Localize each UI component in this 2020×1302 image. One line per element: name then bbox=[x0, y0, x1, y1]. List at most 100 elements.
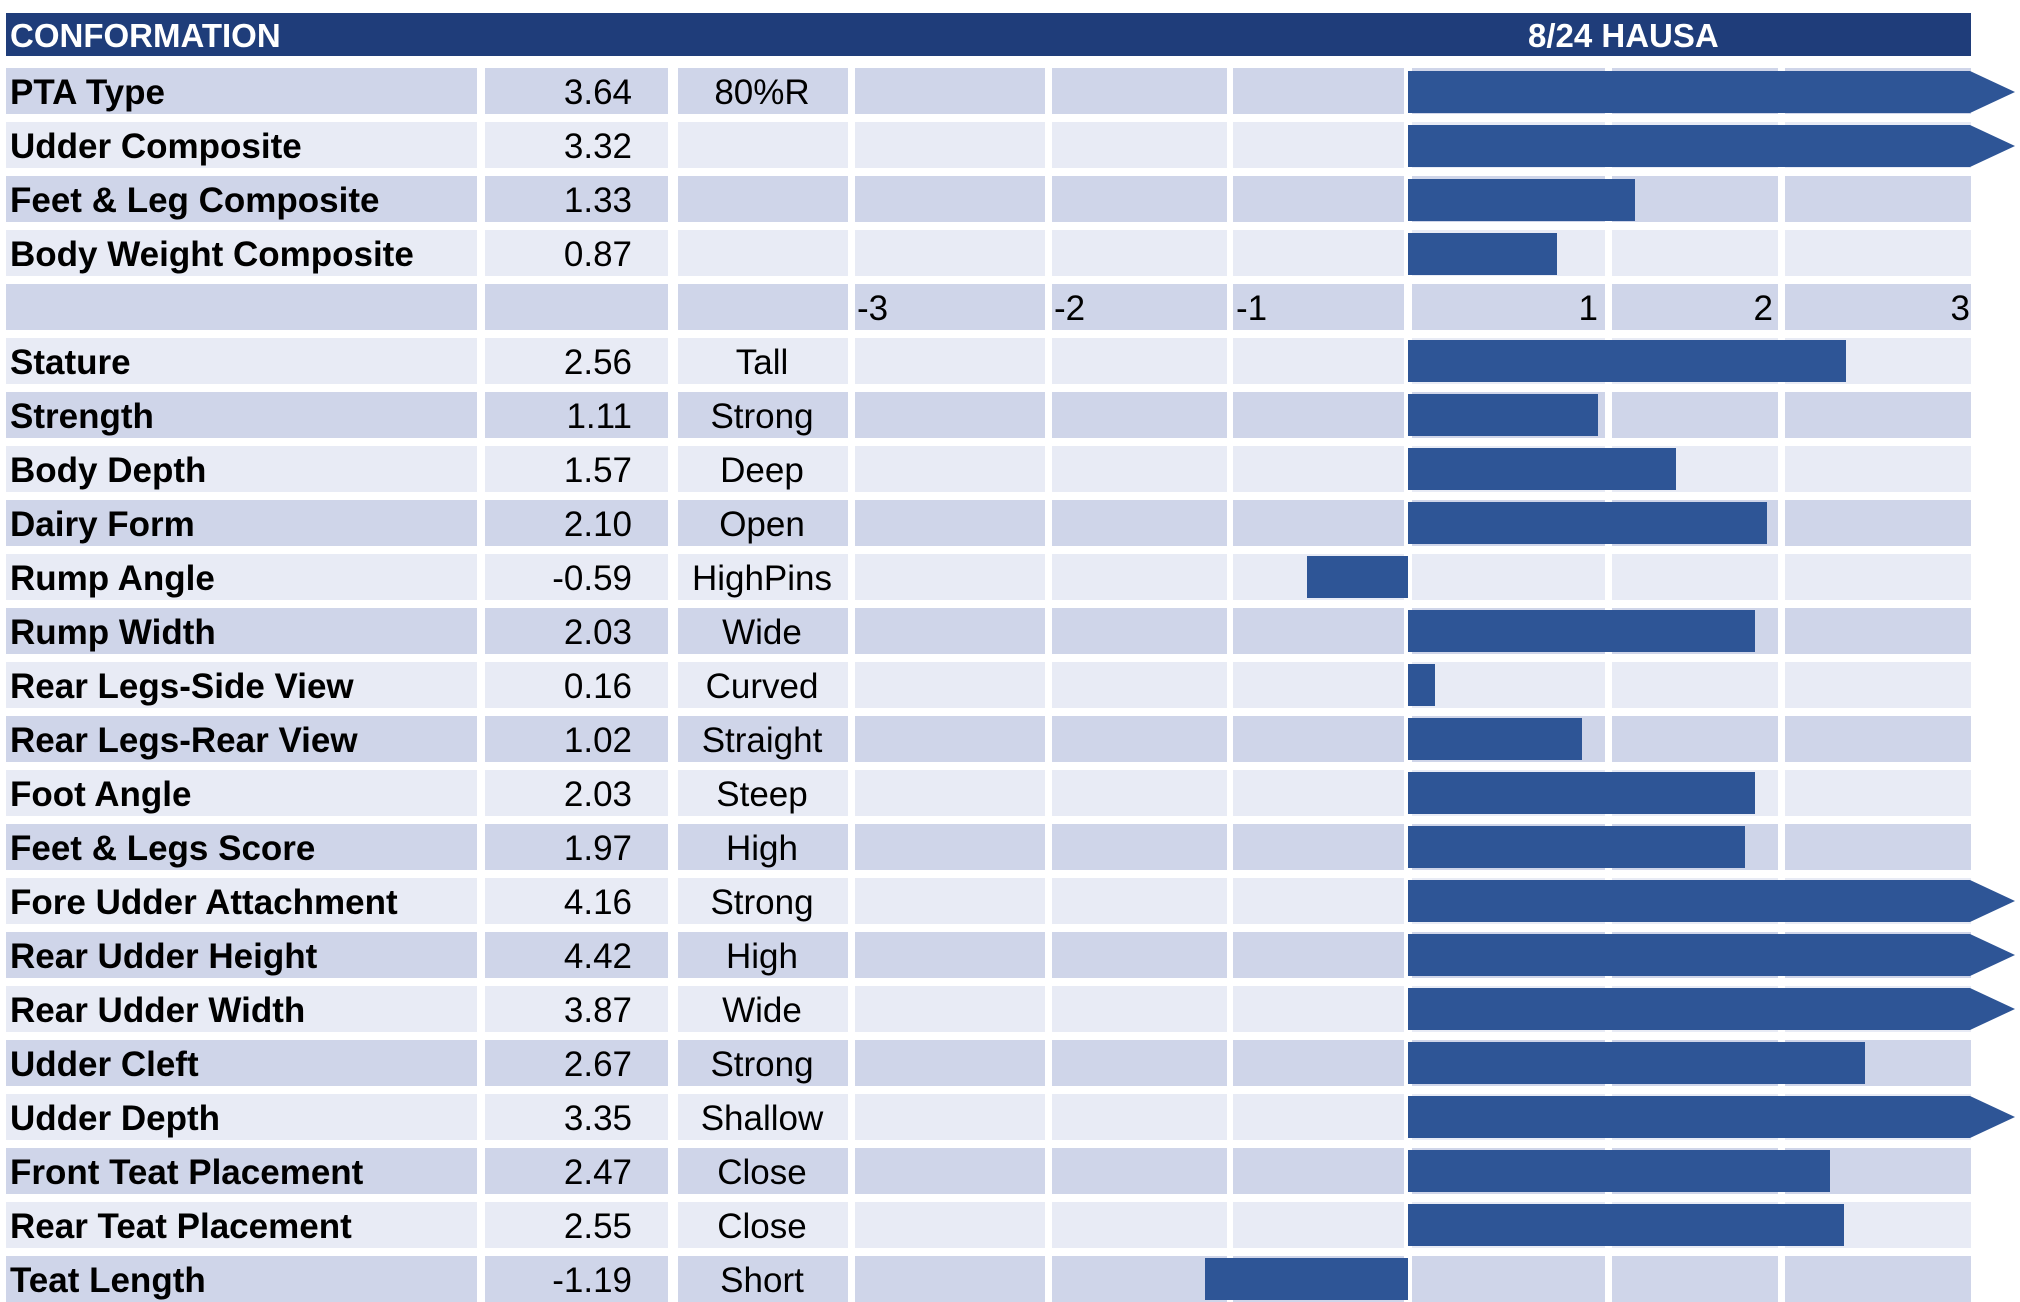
grid-cell bbox=[1412, 284, 1605, 330]
trait-value: -1.19 bbox=[552, 1261, 632, 1300]
trait-label: Foot Angle bbox=[10, 775, 192, 814]
grid-cell bbox=[678, 770, 848, 816]
grid-cell bbox=[678, 716, 848, 762]
grid-cell bbox=[485, 230, 668, 276]
trait-value: -0.59 bbox=[552, 559, 632, 598]
composite-value: 1.33 bbox=[563, 181, 632, 220]
overflow-arrow bbox=[1970, 988, 2015, 1030]
trait-descriptor: Strong bbox=[710, 397, 814, 436]
grid-cell bbox=[485, 338, 668, 384]
grid-cell bbox=[1233, 392, 1404, 438]
grid-cell bbox=[1233, 662, 1404, 708]
grid-cell bbox=[1612, 716, 1778, 762]
grid-cell bbox=[485, 1256, 668, 1302]
grid-cell bbox=[1052, 662, 1227, 708]
trait-descriptor: HighPins bbox=[691, 559, 833, 598]
grid-cell bbox=[1052, 392, 1227, 438]
axis-tick-label: 3 bbox=[1950, 289, 1970, 328]
grid-cell bbox=[678, 824, 848, 870]
grid-cell bbox=[1785, 662, 1971, 708]
grid-cell bbox=[678, 122, 848, 168]
grid-cell bbox=[1052, 1256, 1227, 1302]
composite-bar bbox=[1408, 125, 1970, 167]
trait-descriptor: High bbox=[726, 937, 798, 976]
grid-cell bbox=[855, 878, 1045, 924]
grid-cell bbox=[855, 122, 1045, 168]
grid-cell bbox=[855, 770, 1045, 816]
trait-bar bbox=[1408, 772, 1756, 814]
grid-cell bbox=[6, 554, 477, 600]
grid-cell bbox=[855, 554, 1045, 600]
grid-cell bbox=[855, 662, 1045, 708]
trait-descriptor: Open bbox=[719, 505, 805, 544]
grid-cell bbox=[485, 932, 668, 978]
grid-cell bbox=[1233, 122, 1404, 168]
grid-cell bbox=[1052, 1040, 1227, 1086]
grid-cell bbox=[1052, 1148, 1227, 1194]
grid-cell bbox=[678, 554, 848, 600]
grid-cell bbox=[855, 932, 1045, 978]
trait-bar bbox=[1408, 448, 1677, 490]
grid-cell bbox=[485, 68, 668, 114]
trait-label: Rear Teat Placement bbox=[10, 1207, 352, 1246]
grid-cell bbox=[6, 446, 477, 492]
grid-cell bbox=[855, 230, 1045, 276]
grid-cell bbox=[485, 176, 668, 222]
grid-cell bbox=[6, 176, 477, 222]
grid-cell bbox=[1785, 824, 1971, 870]
grid-cell bbox=[6, 1094, 477, 1140]
grid-cell bbox=[678, 338, 848, 384]
axis-tick-label: -1 bbox=[1236, 289, 1268, 328]
grid-cell bbox=[6, 1040, 477, 1086]
grid-cell bbox=[485, 770, 668, 816]
trait-descriptor: Wide bbox=[722, 613, 802, 652]
grid-cell bbox=[1612, 1256, 1778, 1302]
axis-tick-label: -2 bbox=[1054, 289, 1086, 328]
grid-cell bbox=[1233, 1094, 1404, 1140]
grid-cell bbox=[855, 500, 1045, 546]
grid-cell bbox=[6, 68, 477, 114]
grid-cell bbox=[1052, 122, 1227, 168]
grid-cell bbox=[485, 554, 668, 600]
grid-cell bbox=[6, 662, 477, 708]
overflow-arrow bbox=[1970, 934, 2015, 976]
trait-label: Front Teat Placement bbox=[10, 1153, 364, 1192]
trait-value: 0.16 bbox=[563, 667, 632, 706]
grid-cell bbox=[1233, 770, 1404, 816]
trait-bar bbox=[1408, 1096, 1970, 1138]
grid-cell bbox=[6, 500, 477, 546]
trait-label: Rump Width bbox=[10, 613, 216, 652]
grid-cell bbox=[1612, 284, 1778, 330]
trait-bar bbox=[1408, 394, 1598, 436]
trait-descriptor: Strong bbox=[710, 883, 814, 922]
trait-value: 1.97 bbox=[563, 829, 632, 868]
trait-label: Rear Legs-Side View bbox=[10, 667, 354, 706]
grid-cell bbox=[1233, 68, 1404, 114]
grid-cell bbox=[1233, 1040, 1404, 1086]
grid-cell bbox=[1052, 878, 1227, 924]
trait-label: Rear Legs-Rear View bbox=[10, 721, 358, 760]
grid-cell bbox=[678, 1040, 848, 1086]
trait-descriptor: Tall bbox=[735, 343, 789, 382]
grid-cell bbox=[485, 824, 668, 870]
grid-cell bbox=[1785, 284, 1971, 330]
grid-cell bbox=[1233, 500, 1404, 546]
grid-cell bbox=[678, 986, 848, 1032]
grid-cell bbox=[6, 338, 477, 384]
grid-cell bbox=[855, 1202, 1045, 1248]
composite-value: 3.32 bbox=[563, 127, 632, 166]
grid-cell bbox=[1052, 608, 1227, 654]
grid-cell bbox=[6, 1148, 477, 1194]
grid-cell bbox=[6, 932, 477, 978]
grid-cell bbox=[485, 1202, 668, 1248]
grid-cell bbox=[485, 122, 668, 168]
grid-cell bbox=[678, 230, 848, 276]
composite-label: Feet & Leg Composite bbox=[10, 181, 380, 220]
grid-cell bbox=[485, 662, 668, 708]
trait-label: Rear Udder Width bbox=[10, 991, 306, 1030]
grid-cell bbox=[1233, 1202, 1404, 1248]
grid-cell bbox=[6, 608, 477, 654]
grid-cell bbox=[6, 230, 477, 276]
grid-cell bbox=[1785, 446, 1971, 492]
grid-cell bbox=[485, 392, 668, 438]
